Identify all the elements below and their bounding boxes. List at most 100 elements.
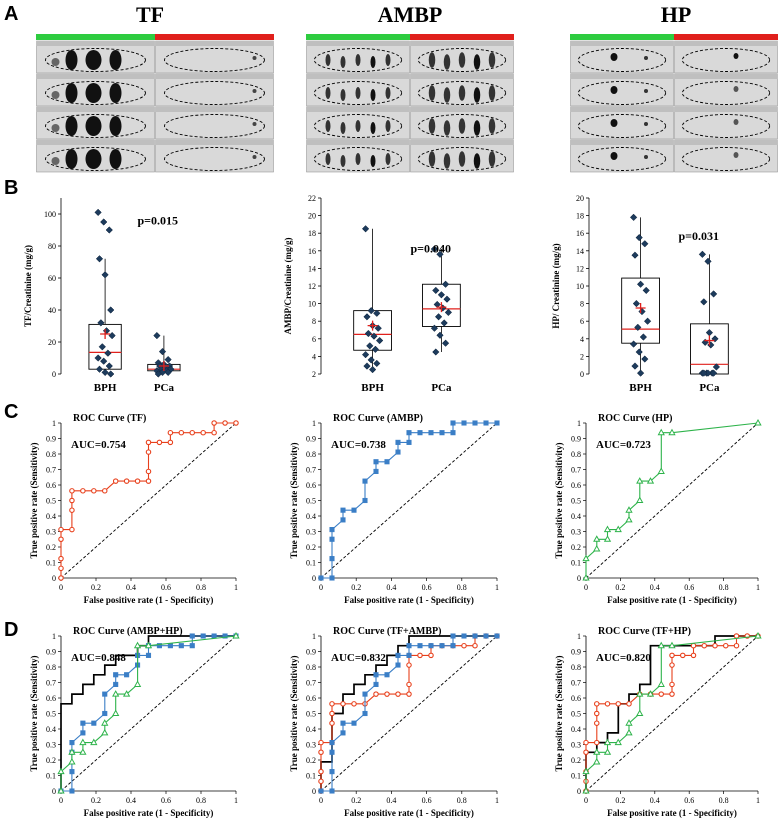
y-tick-label: 0.9 — [46, 435, 56, 444]
y-tick-label: 0.8 — [46, 663, 56, 672]
roc-point-circle — [604, 701, 611, 707]
roc-point-square — [189, 633, 195, 639]
gel-spot — [488, 85, 496, 101]
roc-point-square — [80, 720, 86, 726]
data-point — [105, 226, 113, 234]
roc-point-circle — [58, 526, 64, 533]
roc-point-circle — [351, 701, 357, 707]
gel-spot — [370, 89, 376, 101]
roc-point-square — [329, 788, 335, 794]
y-tick-label: 16 — [308, 247, 316, 256]
roc-point-circle — [406, 662, 412, 668]
gel-spot — [325, 153, 331, 165]
x-tick-label: 0.4 — [386, 796, 396, 805]
y-tick-label: 0.6 — [306, 481, 316, 490]
y-tick-label: 0.2 — [306, 756, 316, 765]
data-point — [430, 324, 439, 332]
p-value-label: p=0.015 — [137, 213, 178, 227]
title-tf: TF — [136, 2, 164, 27]
x-axis-label: False positive rate (1 - Specificity) — [607, 808, 737, 818]
data-point — [641, 240, 649, 248]
roc-point-square — [384, 672, 390, 678]
x-tick-label: 0 — [59, 796, 63, 805]
roc-line — [60, 635, 237, 791]
boxplot-box-tf: 0 20 40 60 80 100 TF/Creatinine (mg/g) BPH PCa p=… — [23, 198, 181, 394]
roc-point-triangle — [101, 728, 109, 736]
data-point — [361, 225, 370, 233]
data-point — [102, 327, 111, 335]
y-tick-label: 0.5 — [571, 710, 581, 719]
y-tick-label: 0.1 — [571, 559, 581, 568]
data-point — [430, 245, 439, 253]
data-point — [440, 319, 448, 327]
box-group-bph: BPH — [621, 213, 660, 394]
y-tick-label: 1 — [312, 419, 316, 428]
data-point — [712, 363, 721, 371]
data-point — [107, 306, 115, 314]
data-point — [98, 343, 106, 351]
y-tick-label: 0 — [52, 574, 56, 583]
auc-label: AUC=0.820 — [596, 652, 651, 664]
gel-pca-bar — [155, 34, 274, 40]
y-tick-label: 0.9 — [46, 648, 56, 657]
roc-point-circle — [626, 701, 632, 707]
data-point — [363, 313, 371, 321]
data-point — [367, 306, 375, 315]
gel-spot — [443, 87, 451, 103]
gel-spot — [370, 122, 376, 134]
roc-point-circle — [583, 749, 589, 755]
gel-spot — [610, 152, 618, 160]
gel-spot — [325, 54, 331, 66]
data-point — [436, 331, 444, 339]
roc-point-circle — [211, 429, 217, 436]
series-hp — [57, 631, 240, 794]
gel-bph-bar — [306, 34, 410, 40]
roc-point-square — [494, 633, 500, 639]
x-tick-label: 0.2 — [615, 796, 625, 805]
y-tick-label: 0.3 — [306, 741, 316, 750]
roc-point-square — [362, 691, 368, 697]
roc-point-triangle — [636, 709, 644, 716]
y-tick-label: 0.3 — [46, 741, 56, 750]
roc-point-square — [351, 720, 357, 726]
roc-point-triangle — [582, 786, 590, 794]
data-point — [444, 308, 453, 317]
roc-point-triangle — [657, 641, 665, 649]
gel-tile-header — [410, 74, 514, 79]
roc-point-circle — [615, 701, 621, 707]
roc-point-circle — [733, 642, 740, 649]
roc-point-square — [450, 430, 456, 436]
gel-spot — [252, 155, 257, 159]
gel-spot — [733, 53, 739, 59]
y-tick-label: 0.5 — [306, 710, 316, 719]
data-point — [711, 335, 719, 343]
y-tick-label: 1 — [312, 632, 316, 641]
roc-point-square — [362, 710, 368, 717]
gel-tile-header — [674, 41, 778, 46]
category-label: PCa — [699, 382, 720, 394]
category-label: BPH — [629, 382, 652, 394]
y-tick-label: 60 — [48, 274, 56, 283]
data-point — [153, 331, 161, 340]
mean-marker — [367, 320, 378, 331]
roc-point-circle — [167, 439, 174, 446]
y-tick-label: 20 — [48, 338, 56, 347]
gel-spot — [325, 87, 331, 99]
roc-point-square — [102, 691, 108, 697]
y-tick-label: 0.8 — [306, 663, 316, 672]
roc-point-triangle — [593, 544, 601, 552]
roc-point-square — [362, 478, 368, 484]
data-point — [101, 271, 109, 279]
data-point — [436, 250, 444, 258]
y-tick-label: 22 — [308, 194, 316, 203]
x-tick-label: 1 — [756, 583, 760, 592]
x-tick-label: 0 — [319, 796, 323, 805]
data-point — [97, 319, 105, 327]
reference-diagonal — [320, 635, 498, 792]
x-tick-label: 0.6 — [422, 796, 432, 805]
gel-tile-header — [36, 140, 155, 145]
data-point — [704, 257, 712, 266]
roc-point-square — [340, 517, 346, 523]
y-tick-label: 18 — [308, 229, 316, 238]
y-tick-label: 0.6 — [46, 694, 56, 703]
